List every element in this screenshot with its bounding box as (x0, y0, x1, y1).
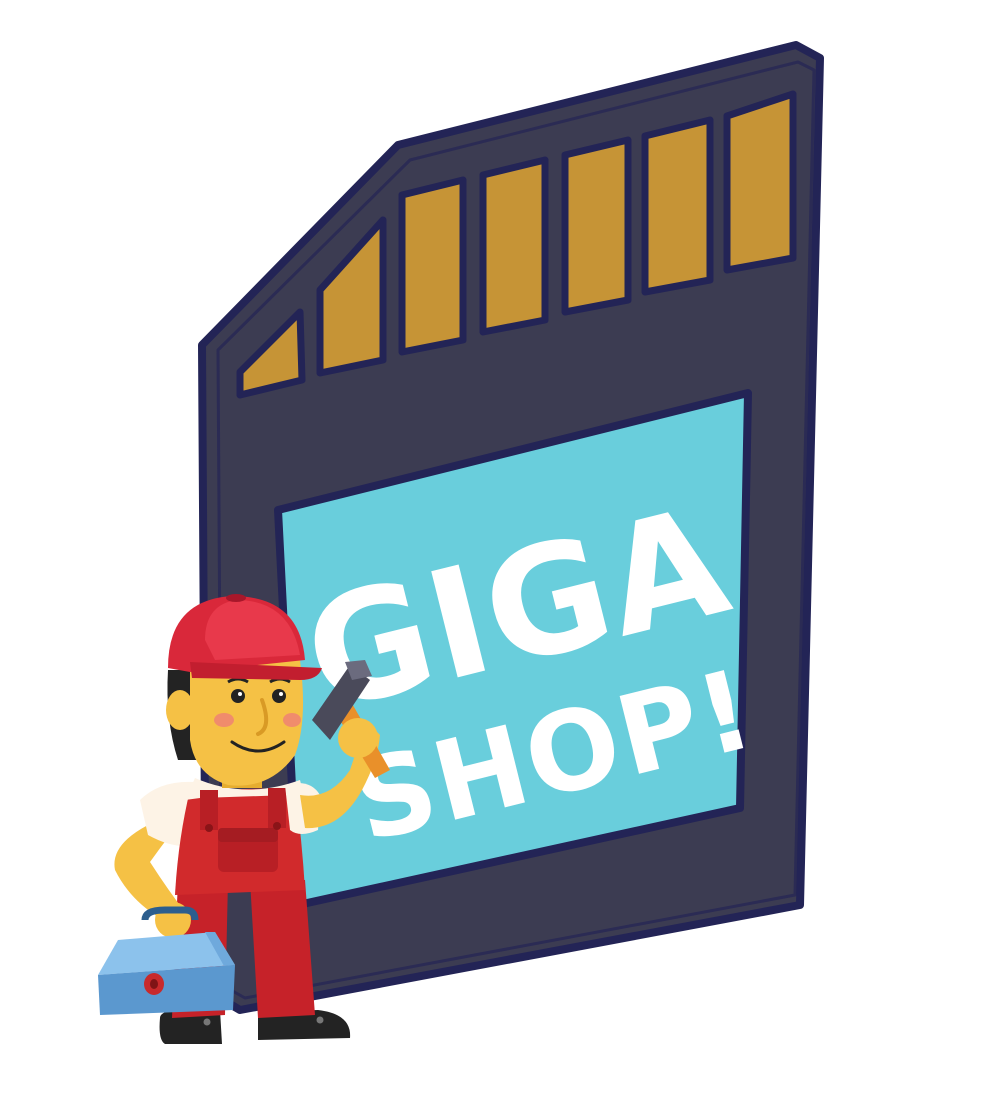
toolbox-icon (98, 906, 235, 1015)
right-hand (338, 718, 378, 758)
contact-6 (641, 116, 714, 296)
sd-card-label (274, 389, 752, 909)
right-eye (272, 689, 286, 703)
worker-mascot-icon (98, 594, 390, 1044)
sd-card-inner-rim (216, 60, 816, 1000)
cap (168, 594, 322, 680)
left-arm (114, 825, 185, 918)
contact-4 (479, 156, 549, 336)
contact-2 (316, 216, 387, 377)
head (166, 660, 304, 786)
contact-1 (236, 308, 306, 399)
right-strap (268, 788, 286, 828)
contact-3 (398, 176, 467, 356)
left-strap (200, 790, 218, 830)
sd-card-contacts (236, 90, 797, 399)
contact-7 (723, 90, 797, 274)
left-eye (231, 689, 245, 703)
contact-5 (561, 136, 632, 316)
